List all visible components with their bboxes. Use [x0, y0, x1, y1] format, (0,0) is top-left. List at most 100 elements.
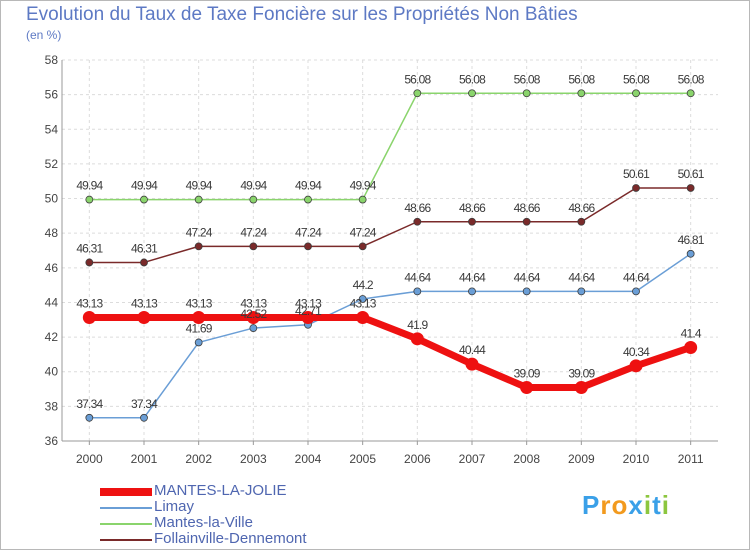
data-label: 47.24: [295, 225, 322, 239]
data-label: 50.61: [623, 167, 650, 181]
data-point: [577, 217, 586, 226]
x-tick-label: 2007: [459, 452, 486, 466]
x-tick-label: 2008: [513, 452, 540, 466]
legend-label: MANTES-LA-JOLIE: [154, 482, 287, 499]
data-point: [85, 258, 94, 267]
data-label: 41.4: [681, 326, 702, 340]
x-tick-label: 2011: [678, 452, 704, 466]
data-point: [577, 287, 586, 296]
data-label: 44.64: [623, 270, 650, 284]
y-tick-label: 40: [45, 365, 59, 379]
data-label: 43.13: [186, 297, 213, 311]
data-label: 49.94: [186, 179, 213, 193]
data-point: [249, 195, 258, 204]
data-label: 56.08: [568, 72, 595, 86]
y-tick-label: 48: [45, 226, 59, 240]
legend-swatch: [100, 523, 152, 525]
data-label: 39.09: [568, 366, 595, 380]
legend-label: Follainville-Dennemont: [154, 530, 307, 547]
grid: [62, 59, 718, 442]
series-lines: [82, 89, 698, 422]
data-point: [413, 89, 422, 98]
y-tick-label: 36: [45, 434, 59, 448]
data-point: [574, 380, 588, 394]
data-point: [85, 195, 94, 204]
legend-swatch: [100, 488, 152, 496]
data-point: [632, 287, 640, 296]
data-label: 40.34: [623, 345, 650, 359]
data-label: 40.44: [459, 343, 486, 357]
y-tick-label: 56: [45, 88, 59, 102]
legend-label: Limay: [154, 498, 195, 515]
data-point: [522, 217, 531, 226]
data-label: 48.66: [459, 201, 486, 215]
data-point: [522, 287, 531, 296]
legend-swatch: [100, 507, 152, 509]
data-label: 48.66: [514, 201, 541, 215]
data-label: 41.9: [407, 318, 428, 332]
data-label: 47.24: [350, 225, 377, 239]
data-point: [140, 195, 148, 204]
data-label: 43.13: [350, 297, 377, 311]
data-label: 48.66: [568, 201, 595, 215]
data-label: 42.71: [295, 304, 322, 318]
data-point: [192, 311, 206, 325]
data-point: [684, 340, 698, 354]
data-label: 56.08: [623, 72, 650, 86]
data-point: [246, 311, 260, 325]
data-label: 49.94: [76, 179, 103, 193]
proxiti-logo: Proxiti: [582, 490, 670, 521]
data-label: 56.08: [404, 72, 431, 86]
data-label: 42.52: [240, 307, 267, 321]
data-label: 37.34: [131, 397, 158, 411]
data-label: 46.31: [131, 241, 158, 255]
logo-letter: r: [600, 490, 612, 520]
data-label: 41.69: [186, 321, 213, 335]
x-tick-label: 2000: [76, 452, 103, 466]
data-point: [686, 184, 695, 192]
axes: 36 38 40 42 44 46 48 50 52 54 56 58 2000 2001 2002 2003…: [45, 53, 718, 466]
x-tick-label: 2006: [404, 452, 431, 466]
data-point: [413, 217, 422, 226]
data-point: [304, 195, 312, 204]
y-tick-label: 42: [45, 330, 59, 344]
logo-letter: i: [643, 490, 653, 520]
y-tick-label: 38: [45, 399, 59, 413]
data-point: [249, 324, 258, 332]
data-label: 56.08: [514, 72, 541, 86]
x-tick-label: 2005: [349, 452, 376, 466]
data-label: 44.64: [568, 270, 595, 284]
data-label: 44.64: [459, 270, 486, 284]
data-label: 43.13: [240, 297, 267, 311]
x-tick-label: 2003: [240, 452, 267, 466]
logo-letter: P: [582, 490, 601, 520]
x-tick-label: 2004: [295, 452, 322, 466]
data-label: 47.24: [240, 225, 267, 239]
data-point: [358, 242, 367, 251]
data-point: [358, 195, 367, 204]
data-point: [140, 258, 148, 267]
x-tick-label: 2002: [185, 452, 212, 466]
y-tick-label: 46: [45, 261, 59, 275]
data-point: [194, 338, 203, 347]
data-point: [140, 413, 148, 422]
data-point: [137, 311, 151, 325]
data-point: [632, 89, 640, 98]
data-label: 44.64: [404, 270, 431, 284]
data-point: [304, 242, 312, 251]
data-point: [522, 89, 531, 98]
data-point: [410, 332, 424, 346]
y-tick-label: 44: [45, 295, 59, 309]
data-point: [629, 359, 643, 373]
series-line-3: [89, 187, 691, 264]
data-label: 49.94: [131, 179, 158, 193]
data-label: 47.24: [186, 225, 213, 239]
data-label: 44.2: [353, 278, 374, 292]
data-label: 49.94: [295, 179, 322, 193]
data-point: [468, 89, 476, 98]
data-point: [468, 287, 476, 296]
x-tick-label: 2010: [623, 452, 650, 466]
x-tick-label: 2001: [131, 452, 158, 466]
data-label: 50.61: [678, 167, 705, 181]
